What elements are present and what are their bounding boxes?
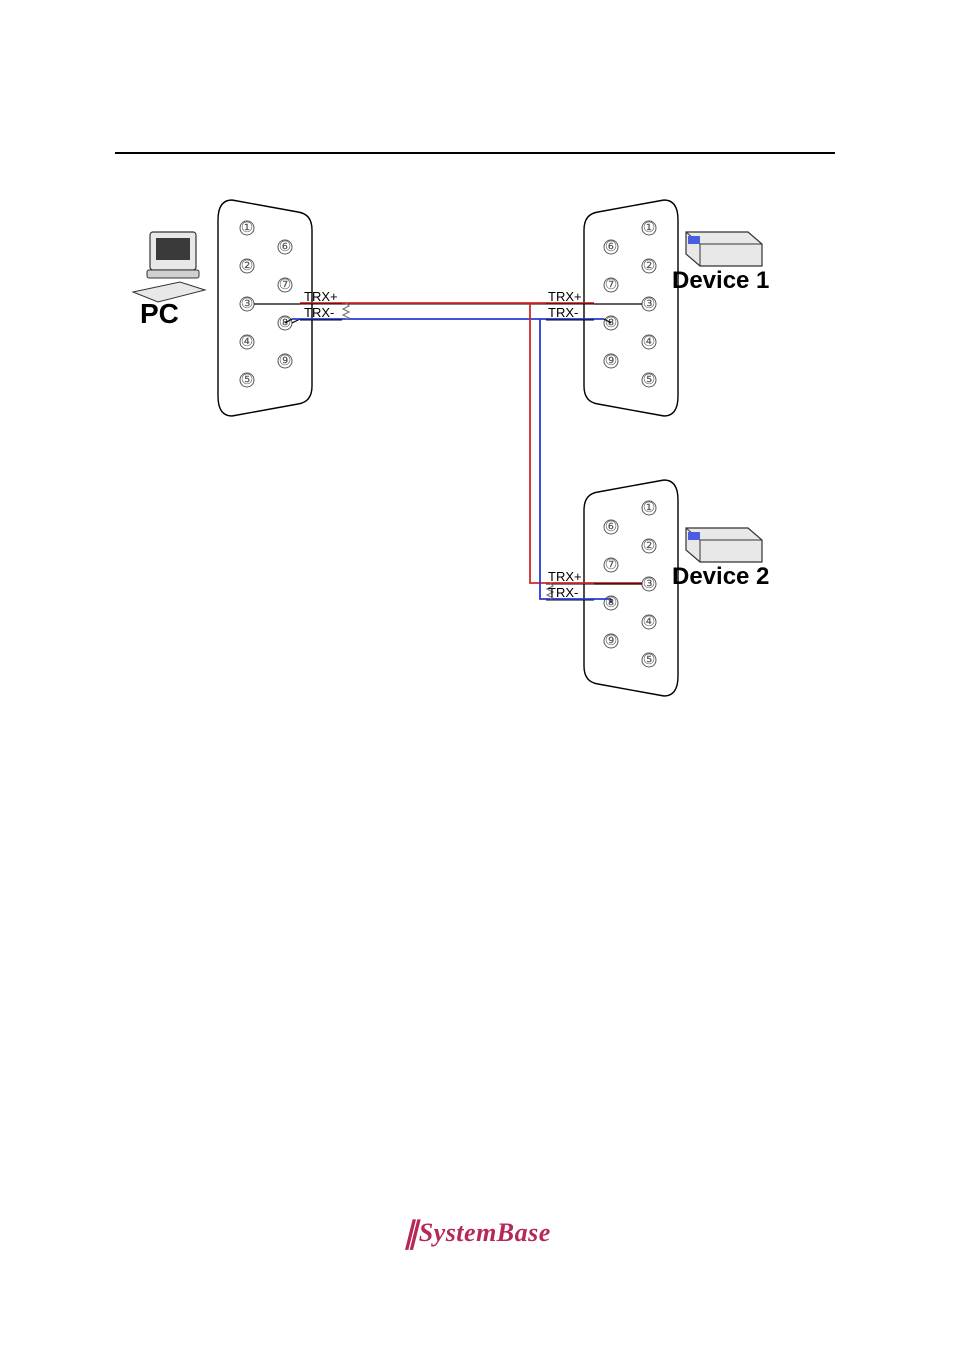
connector-device2: ① ② ③ ④ ⑤ ⑥ ⑦ ⑧ ⑨ <box>584 480 678 696</box>
device2-icon <box>686 528 762 562</box>
device2-label: Device 2 <box>672 563 769 591</box>
trx-minus-d2: TRX- <box>548 585 578 600</box>
device1-label: Device 1 <box>672 267 769 295</box>
connector-device1: ① ② ③ ④ ⑤ ⑥ ⑦ ⑧ ⑨ <box>584 200 678 416</box>
trx-minus-d1: TRX- <box>548 305 578 320</box>
footer-logo: ∥SystemBase <box>0 1214 954 1249</box>
trx-plus-d2: TRX+ <box>548 569 582 584</box>
device1-icon <box>686 232 762 266</box>
trx-plus-d1: TRX+ <box>548 289 582 304</box>
trx-minus-pc: TRX- <box>304 305 334 320</box>
trx-plus-pc: TRX+ <box>304 289 338 304</box>
page: ① ② ③ ④ ⑤ ⑥ ⑦ ⑧ ⑨ ① ② ③ ④ ⑤ <box>0 0 954 1350</box>
connector-pc: ① ② ③ ④ ⑤ ⑥ ⑦ ⑧ ⑨ <box>218 200 312 416</box>
pc-icon <box>133 232 205 302</box>
pc-label: PC <box>140 298 179 330</box>
wiring-diagram: ① ② ③ ④ ⑤ ⑥ ⑦ ⑧ ⑨ ① ② ③ ④ ⑤ <box>0 0 954 1350</box>
resistor-pc-side <box>343 303 349 319</box>
